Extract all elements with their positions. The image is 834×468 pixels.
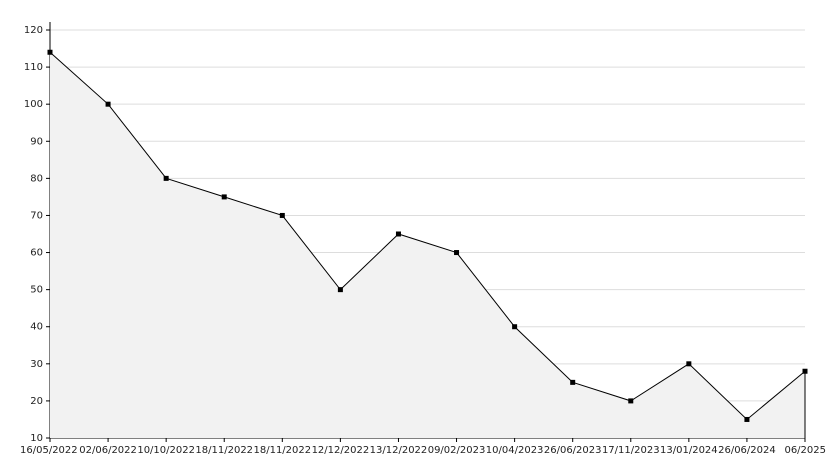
marker [570, 379, 576, 385]
x-tick-label: 13/01/2024 [660, 445, 718, 456]
x-tick-label: 06/2025 [784, 445, 826, 456]
y-tick-label: 30 [30, 359, 43, 370]
marker [221, 194, 227, 200]
y-tick-label: 40 [30, 322, 43, 333]
x-tick-label: 10/04/2023 [486, 445, 544, 456]
y-tick-label: 70 [30, 210, 43, 221]
marker [686, 361, 692, 367]
y-tick-label: 10 [30, 433, 43, 444]
area [50, 52, 805, 438]
x-tick-label: 09/02/2023 [428, 445, 486, 456]
marker [395, 231, 401, 237]
y-tick-label: 20 [30, 396, 43, 407]
line [49, 51, 806, 421]
marker [454, 250, 460, 256]
marker [744, 416, 750, 422]
x-tick-label: 17/11/2023 [602, 445, 660, 456]
x-tick-label: 13/12/2022 [370, 445, 428, 456]
x-tick-label: 12/12/2022 [312, 445, 370, 456]
y-tick-label: 110 [24, 62, 43, 73]
y-tick-label: 60 [30, 248, 43, 259]
y-tick-label: 120 [24, 25, 43, 36]
y-tick-label: 80 [30, 173, 43, 184]
y-tick-label: 50 [30, 285, 43, 296]
marker [163, 175, 169, 181]
x-tick-label: 26/06/2024 [718, 445, 776, 456]
marker [337, 287, 343, 293]
y-tick-label: 90 [30, 136, 43, 147]
marker [512, 324, 518, 330]
x-tick-label: 16/05/2022 [20, 445, 78, 456]
marker [279, 212, 285, 218]
marker [628, 398, 634, 404]
x-tick-label: 26/06/2023 [544, 445, 602, 456]
y-tick-label: 100 [24, 99, 43, 110]
x-tick-label: 18/11/2022 [253, 445, 311, 456]
marker [105, 101, 111, 107]
x-tick-label: 02/06/2022 [79, 445, 137, 456]
x-tick-label: 10/10/2022 [137, 445, 195, 456]
marker [47, 49, 53, 55]
x-tick-label: 18/11/2022 [195, 445, 253, 456]
